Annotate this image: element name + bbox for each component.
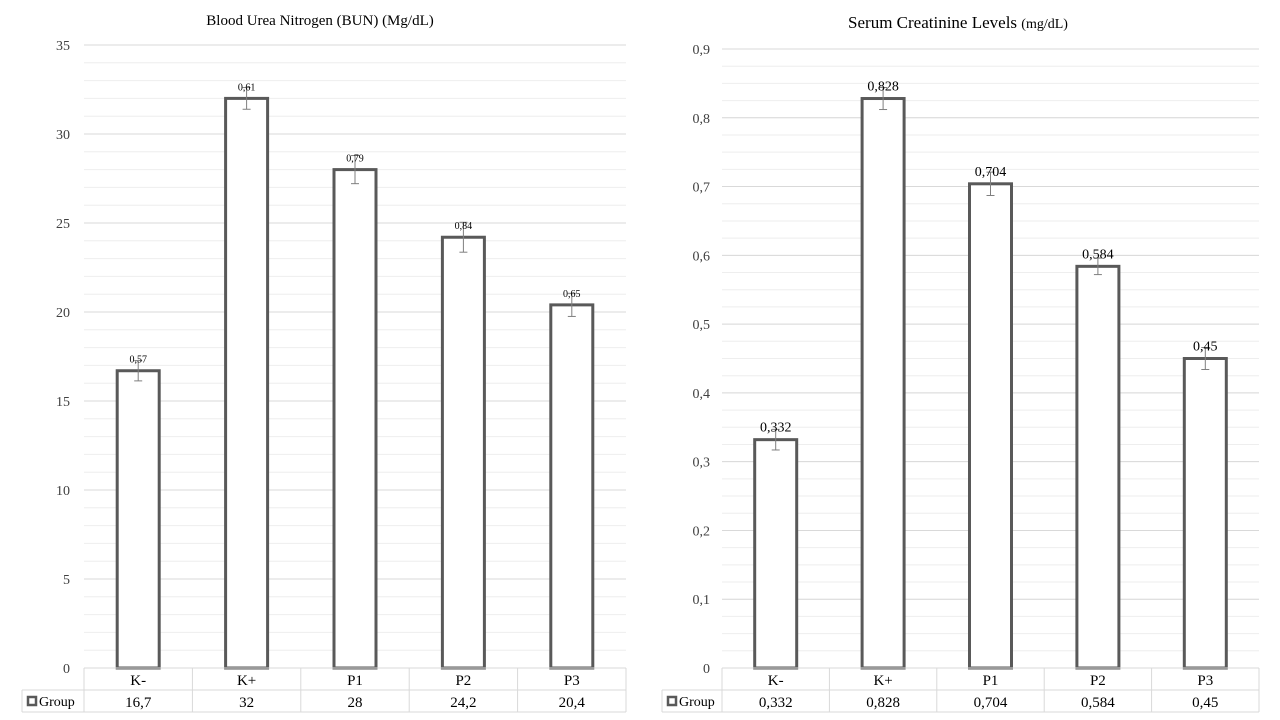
data-label: 0,65 xyxy=(563,289,581,300)
y-tick-label: 20 xyxy=(56,306,70,321)
data-label: 0,61 xyxy=(238,82,256,93)
bar-P1 xyxy=(332,168,378,670)
x-category-label: K- xyxy=(130,673,146,689)
chart-title: Blood Urea Nitrogen (BUN) (Mg/dL) xyxy=(206,13,433,29)
data-label: 0,828 xyxy=(867,80,899,95)
x-category-label: P1 xyxy=(983,673,999,689)
bar-K+ xyxy=(224,96,270,670)
y-tick-label: 25 xyxy=(56,217,70,232)
data-label: 0,332 xyxy=(760,421,792,436)
table-value: 0,828 xyxy=(866,695,900,711)
data-label: 0,57 xyxy=(129,355,147,366)
x-category-label: P3 xyxy=(564,673,580,689)
y-tick-label: 0,6 xyxy=(693,249,711,264)
y-tick-label: 0,5 xyxy=(693,318,711,333)
table-value: 0,332 xyxy=(759,695,793,711)
bar-P2 xyxy=(1075,264,1121,670)
y-tick-label: 35 xyxy=(56,39,70,54)
title-unit: (Mg/dL) xyxy=(382,13,434,29)
chart-title: Serum Creatinine Levels (mg/dL) xyxy=(848,13,1068,32)
table-value: 28 xyxy=(348,695,363,711)
data-label: 0,79 xyxy=(346,154,364,165)
y-tick-label: 0,9 xyxy=(693,43,711,58)
title-text: Serum Creatinine Levels xyxy=(848,13,1021,32)
data-label: 0,704 xyxy=(975,165,1007,180)
title-text: Blood Urea Nitrogen (BUN) xyxy=(206,13,382,29)
title-unit: (mg/dL) xyxy=(1021,17,1068,32)
x-category-label: K- xyxy=(768,673,784,689)
table-value: 0,704 xyxy=(974,695,1008,711)
bar-K- xyxy=(753,438,799,670)
table-value: 16,7 xyxy=(125,695,152,711)
y-tick-label: 15 xyxy=(56,395,70,410)
y-tick-label: 0,8 xyxy=(693,112,711,127)
y-tick-label: 0,1 xyxy=(693,593,711,608)
table-value: 20,4 xyxy=(559,695,586,711)
bar-K- xyxy=(115,369,161,670)
data-label: 0,84 xyxy=(455,221,473,232)
x-category-label: P1 xyxy=(347,673,363,689)
y-tick-label: 0 xyxy=(703,662,710,677)
x-category-label: P2 xyxy=(1090,673,1106,689)
y-tick-label: 0,2 xyxy=(693,524,711,539)
y-tick-label: 30 xyxy=(56,128,70,143)
legend-label: Group xyxy=(679,695,715,710)
x-category-label: P3 xyxy=(1197,673,1213,689)
data-label: 0,584 xyxy=(1082,247,1114,262)
y-tick-label: 0,3 xyxy=(693,456,711,471)
table-value: 0,45 xyxy=(1192,695,1218,711)
bar-P3 xyxy=(1182,357,1228,670)
y-tick-label: 0,7 xyxy=(693,181,711,196)
bar-P1 xyxy=(968,182,1013,670)
bar-K+ xyxy=(860,97,906,670)
table-value: 32 xyxy=(239,695,254,711)
x-category-label: K+ xyxy=(237,673,256,689)
legend-key-icon xyxy=(26,695,38,707)
y-tick-label: 10 xyxy=(56,484,70,499)
legend-key-icon xyxy=(666,695,678,707)
data-label: 0,45 xyxy=(1193,340,1218,355)
y-tick-label: 0 xyxy=(63,662,70,677)
table-value: 24,2 xyxy=(450,695,476,711)
x-category-label: P2 xyxy=(455,673,471,689)
y-tick-label: 0,4 xyxy=(693,387,711,402)
table-value: 0,584 xyxy=(1081,695,1115,711)
bar-P2 xyxy=(440,235,486,670)
bar-P3 xyxy=(549,303,595,670)
x-category-label: K+ xyxy=(873,673,892,689)
y-tick-label: 5 xyxy=(63,573,70,588)
legend-label: Group xyxy=(39,695,75,710)
